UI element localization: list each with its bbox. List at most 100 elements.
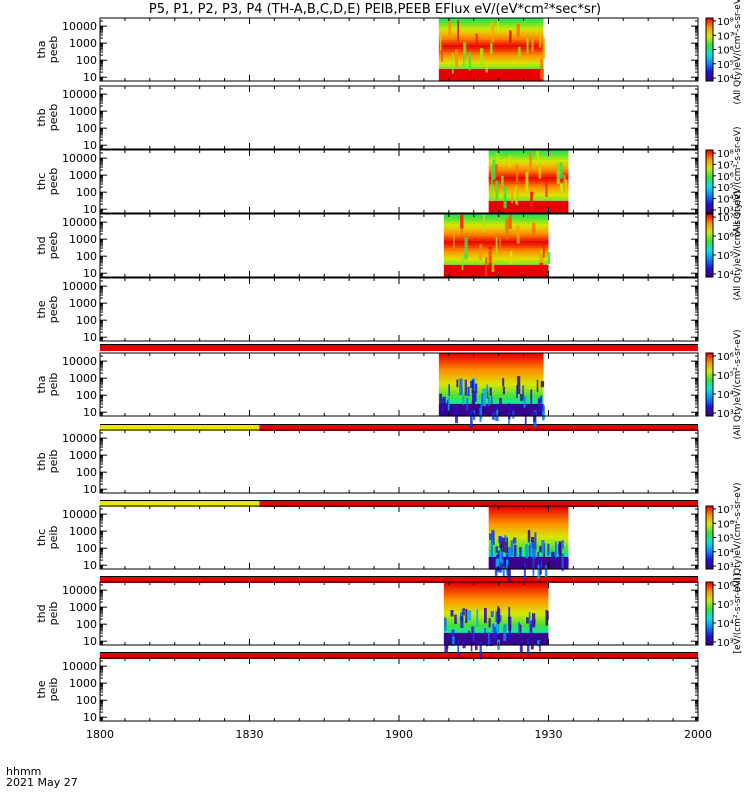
spectrogram-panel: 10 100 1000 10000 thc peeb [35, 149, 699, 216]
spectrogram-texture [503, 186, 507, 209]
spectrogram-texture [482, 214, 486, 233]
y-tick-label: 10 [83, 711, 97, 724]
spectrogram-texture [540, 395, 543, 404]
spectrogram-texture [460, 215, 464, 229]
spectrogram-texture [536, 150, 540, 166]
spectrogram-band [438, 68, 544, 72]
spectrogram-texture [508, 155, 511, 168]
spectrogram-band [438, 37, 544, 41]
colorbar-tick-label: 10⁸ [717, 149, 734, 160]
spectrogram-band [443, 586, 549, 590]
spectrogram-band [443, 226, 549, 230]
panel-ylabel: the [35, 680, 48, 698]
mode-bar [100, 652, 698, 659]
spectrogram-texture [442, 399, 445, 414]
spectrogram-band [438, 372, 544, 376]
spectrogram-band [443, 589, 549, 593]
spectrogram-band [443, 214, 549, 218]
spectrogram-texture [488, 618, 491, 628]
spectrogram-texture [496, 19, 499, 33]
y-tick-label: 1000 [69, 297, 97, 310]
spectrogram-band [488, 179, 569, 183]
panel-ylabel: thd [35, 236, 48, 254]
spectrogram-texture [489, 637, 493, 647]
spectrogram-texture [509, 30, 512, 43]
spectrogram-texture [501, 557, 504, 565]
spectrogram-texture [554, 541, 557, 559]
spectrogram-texture [516, 225, 520, 244]
spectrogram-texture [501, 175, 504, 187]
y-tick-label: 1000 [69, 449, 97, 462]
spectrogram-band [488, 515, 569, 519]
spectrogram-band [438, 54, 544, 58]
spectrogram-band [488, 186, 569, 190]
spectrogram-band [438, 61, 544, 65]
spectrogram-texture [498, 535, 502, 543]
y-tick-label: 100 [76, 250, 97, 263]
spectrogram-texture [499, 551, 502, 562]
spectrogram-texture [491, 529, 495, 543]
spectrogram-texture [519, 546, 522, 558]
spectrogram-texture [488, 631, 490, 646]
y-tick-label: 10000 [62, 432, 97, 445]
spectrogram-band [488, 564, 569, 568]
spectrogram-band [443, 601, 549, 605]
x-tick-label: 1800 [86, 728, 114, 741]
spectrogram-texture [522, 385, 525, 401]
spectrogram-band [438, 34, 544, 38]
spectrogram-texture [539, 545, 543, 553]
spectrogram-band [488, 198, 569, 202]
spectrogram-texture [461, 255, 464, 271]
spectrogram-band [488, 559, 569, 563]
spectrogram-band [443, 584, 549, 588]
spectrogram-texture [467, 610, 472, 621]
spectrogram-texture [483, 608, 487, 624]
spectrogram-texture [547, 251, 551, 264]
spectrogram-panel: 10 100 1000 10000 tha peeb [35, 17, 699, 84]
colorbar-tick-label: 10⁶ [717, 352, 734, 363]
spectrogram-texture [472, 390, 476, 402]
spectrogram-texture [490, 611, 494, 618]
spectrogram-texture [566, 558, 569, 567]
spectrogram-texture [480, 403, 483, 420]
spectrogram-texture [529, 620, 533, 628]
spectrogram-band [443, 274, 549, 278]
spectrogram-band [488, 176, 569, 180]
colorbar-tick-label: 10³ [717, 638, 734, 649]
spectrogram-texture [472, 626, 475, 643]
spectrogram-texture [559, 162, 563, 179]
spectrogram-texture [543, 243, 545, 258]
spectrogram-texture [539, 560, 542, 576]
panel-frame [99, 429, 699, 494]
spectrogram-texture [544, 565, 548, 578]
spectrogram-band [443, 582, 549, 586]
spectrogram-texture [497, 606, 500, 625]
spectrogram-texture [530, 191, 533, 211]
colorbar-tick-label: 10⁴ [717, 548, 734, 559]
spectrogram-texture [528, 545, 531, 560]
y-tick-label: 100 [76, 186, 97, 199]
colorbar-tick-label: 10⁵ [717, 60, 734, 71]
spectrogram-texture [462, 638, 466, 649]
spectrogram-texture [485, 257, 488, 276]
panel-frame [99, 581, 699, 646]
spectrogram-texture [540, 560, 543, 575]
mode-bar-segment [100, 501, 260, 507]
spectrogram-texture [532, 613, 536, 628]
spectrogram-band [488, 159, 569, 163]
spectrogram-texture [545, 610, 548, 626]
spectrogram-band [438, 411, 544, 415]
spectrogram-texture [492, 159, 496, 180]
spectrogram-band [438, 66, 544, 70]
colorbar: 10³ 10⁴ 10⁵ 10⁶ (All Qty)eV/(cm²-s-sr-eV) [705, 330, 743, 440]
spectrogram-band [488, 193, 569, 197]
colorbar-tick-label: 10⁴ [717, 270, 734, 281]
colorbar-label: (All Qty)eV/(cm²-s-sr-eV) [733, 191, 743, 301]
spectrogram-band [488, 561, 569, 565]
spectrogram-texture [519, 624, 522, 633]
colorbar-tick-label: 10⁷ [717, 160, 734, 171]
spectrogram-texture [462, 395, 465, 405]
spectrogram-band [488, 510, 569, 514]
y-tick-label: 10 [83, 635, 97, 648]
y-tick-label: 10000 [62, 508, 97, 521]
